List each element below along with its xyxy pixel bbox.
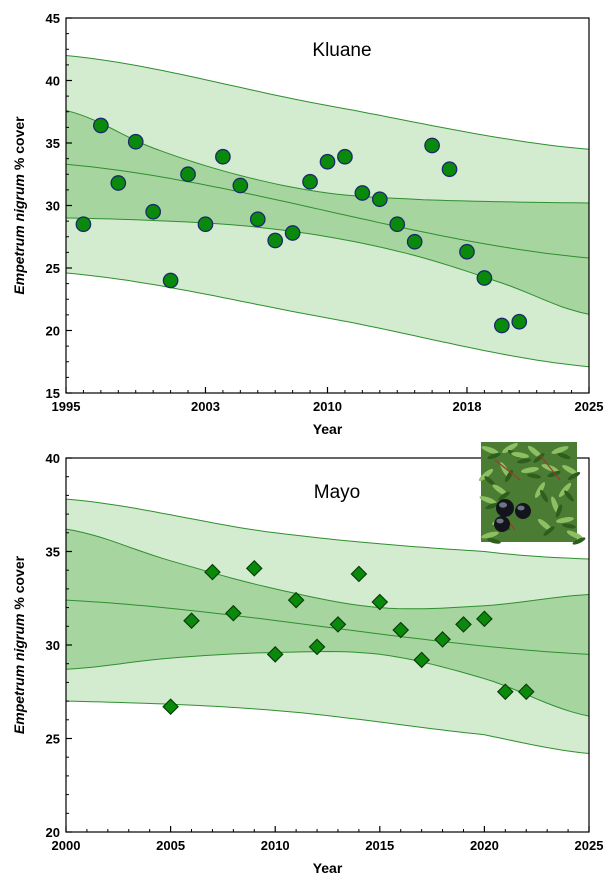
x-tick-label: 2018: [453, 399, 482, 414]
data-point: [511, 313, 528, 330]
data-point: [249, 211, 266, 228]
data-point: [245, 559, 263, 577]
plot-area: [66, 55, 589, 368]
data-point: [424, 137, 440, 154]
confidence-lower-line: [66, 650, 589, 717]
data-point: [389, 216, 406, 233]
data-point: [266, 646, 284, 663]
x-tick-label: 2010: [261, 838, 290, 853]
x-tick-label: 2015: [365, 838, 394, 853]
confidence-upper-line: [66, 528, 589, 610]
crowberry-photo: [478, 442, 586, 545]
y-axis-title: Empetrum nigrum % cover: [11, 555, 27, 734]
x-tick-label: 1995: [52, 399, 81, 414]
y-tick-label: 40: [46, 451, 60, 466]
y-tick-label: 25: [46, 261, 60, 276]
data-point: [371, 191, 388, 208]
data-point: [354, 185, 371, 201]
data-point: [459, 243, 475, 260]
regression-line: [66, 599, 589, 655]
data-point: [329, 616, 347, 633]
data-point: [455, 616, 472, 633]
data-point: [110, 175, 127, 191]
x-tick-label: 2025: [575, 399, 604, 414]
data-point: [162, 698, 179, 716]
prediction-lower-line: [66, 272, 589, 368]
data-point: [162, 272, 179, 289]
data-point: [204, 563, 221, 581]
data-point: [287, 591, 305, 609]
data-point: [75, 216, 92, 233]
y-tick-label: 15: [46, 386, 60, 401]
x-axis-title: Year: [313, 860, 343, 876]
x-tick-label: 2005: [156, 838, 185, 853]
data-point: [302, 173, 318, 190]
plot-area: [66, 498, 589, 754]
data-point: [145, 203, 162, 220]
data-point: [232, 177, 249, 194]
confidence-upper-line: [66, 110, 589, 204]
confidence-lower-line: [66, 217, 589, 315]
y-tick-label: 45: [46, 11, 60, 26]
chart-title: Kluane: [312, 40, 371, 61]
data-point: [180, 166, 196, 183]
data-point: [493, 317, 510, 334]
chart-title: Mayo: [314, 482, 360, 503]
x-tick-label: 2010: [313, 399, 342, 414]
data-point: [308, 638, 326, 656]
data-point: [284, 225, 301, 241]
y-tick-label: 35: [46, 136, 60, 151]
prediction-upper-line: [66, 55, 589, 150]
data-point: [350, 565, 368, 583]
data-point: [337, 148, 353, 165]
data-point: [392, 621, 410, 639]
y-axis-title: Empetrum nigrum % cover: [11, 116, 27, 295]
confidence-band: [66, 110, 589, 315]
data-point: [197, 216, 214, 233]
y-axis-title-species: Empetrum nigrum: [11, 174, 27, 295]
prediction-upper-line: [66, 498, 589, 560]
prediction-lower-line: [66, 700, 589, 754]
data-point: [127, 133, 144, 150]
data-point: [413, 651, 430, 669]
y-axis-title-species: Empetrum nigrum: [11, 614, 27, 735]
x-tick-label: 2020: [470, 838, 499, 853]
data-point: [434, 631, 451, 648]
data-point: [371, 593, 389, 611]
x-tick-label: 2000: [52, 838, 81, 853]
data-point: [476, 270, 493, 286]
y-tick-label: 30: [46, 638, 60, 653]
y-tick-label: 35: [46, 545, 60, 560]
x-tick-label: 2025: [575, 838, 604, 853]
y-tick-label: 40: [46, 74, 60, 89]
data-point: [319, 153, 336, 170]
regression-line: [66, 163, 589, 259]
x-axis-title: Year: [313, 421, 343, 437]
y-tick-label: 20: [46, 825, 60, 840]
y-axis-title-unit: % cover: [11, 116, 27, 174]
chart-panel-mayo: 2000 2005 2010 2015 2020 20252025303540YearEm…: [11, 451, 603, 876]
chart-panel-kluane: 1995 2003 2010 2018 202515202530354045YearEm…: [11, 11, 603, 437]
data-point: [215, 148, 231, 165]
data-point: [496, 683, 514, 701]
y-tick-label: 30: [46, 199, 60, 214]
data-point: [225, 604, 242, 622]
data-point: [406, 233, 423, 250]
data-point: [441, 161, 458, 178]
data-point: [183, 612, 200, 630]
y-tick-label: 25: [46, 732, 60, 747]
y-axis-title-unit: % cover: [11, 555, 27, 613]
y-tick-label: 20: [46, 324, 60, 339]
confidence-band: [66, 529, 589, 717]
data-point: [93, 117, 109, 134]
data-point: [476, 610, 493, 628]
x-tick-label: 2003: [191, 399, 220, 414]
data-point: [267, 232, 284, 249]
data-point: [517, 683, 535, 701]
